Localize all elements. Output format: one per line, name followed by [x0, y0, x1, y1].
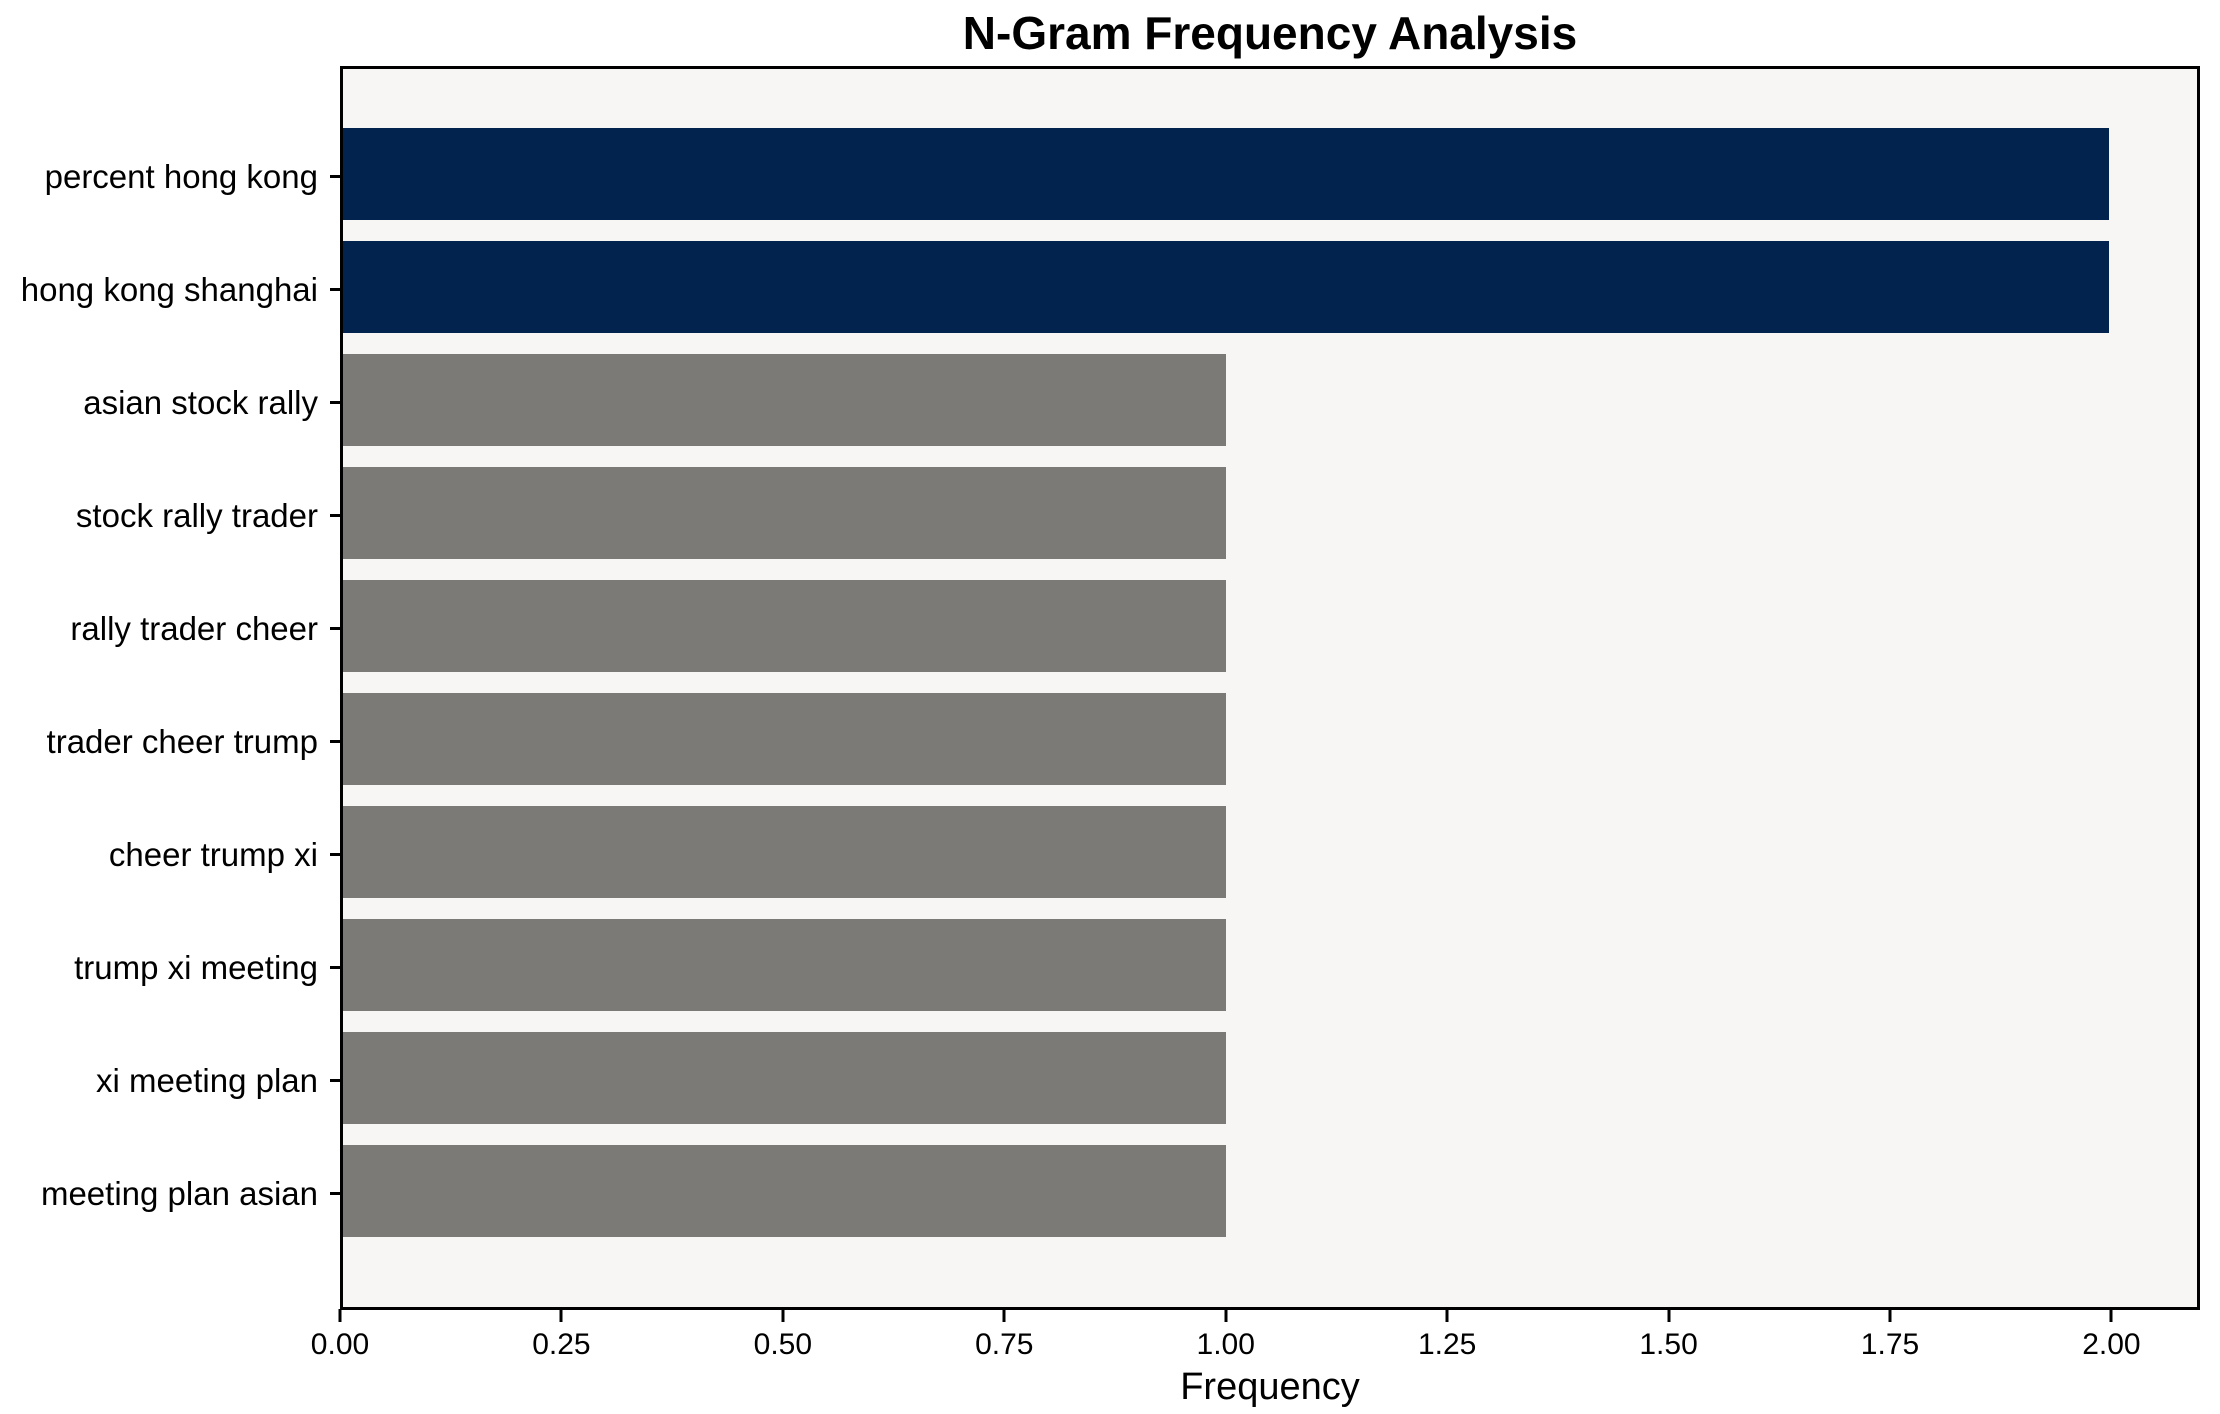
- ytick-label: meeting plan asian: [40, 1174, 318, 1212]
- bar-row: [343, 1134, 2197, 1247]
- x-axis-tick-labels: 0.00 0.25 0.50 0.75 1.00 1.25 1.50 1.75 2.00: [311, 1328, 2200, 1368]
- xtick-label: 0.75: [975, 1328, 1034, 1361]
- x-axis-label: Frequency: [1180, 1366, 1360, 1408]
- xtick-mark: [1224, 1309, 1228, 1322]
- ytick-label: stock rally trader: [75, 496, 318, 534]
- ytick-label: cheer trump xi: [108, 835, 318, 873]
- xtick-mark: [781, 1309, 785, 1322]
- bar: [343, 1031, 1226, 1124]
- bar-row: [343, 1021, 2197, 1134]
- bar: [343, 579, 1226, 672]
- xtick-mark: [1445, 1309, 1449, 1322]
- ytick-label: asian stock rally: [83, 383, 318, 421]
- xtick-mark: [559, 1309, 563, 1322]
- ytick-mark: [330, 853, 340, 856]
- bar: [343, 1144, 1226, 1237]
- y-axis-tick-labels: percent hong kong hong kong shanghai asian…: [0, 69, 318, 1313]
- y-axis-tick-marks: [330, 69, 340, 1313]
- plot-area: [340, 66, 2200, 1310]
- bar: [343, 918, 1226, 1011]
- x-axis-tick-marks: [338, 1309, 2200, 1322]
- bar: [343, 127, 2109, 220]
- ytick-mark: [330, 1079, 340, 1082]
- xtick-label: 0.25: [532, 1328, 591, 1361]
- ytick-mark: [330, 401, 340, 404]
- xtick-label: 2.00: [2082, 1328, 2141, 1361]
- ytick-mark: [330, 627, 340, 630]
- bar: [343, 805, 1226, 898]
- xtick-mark: [338, 1309, 342, 1322]
- xtick-label: 1.25: [1417, 1328, 1477, 1361]
- xtick-mark: [1888, 1309, 1892, 1322]
- ytick-mark: [330, 740, 340, 743]
- bar-row: [343, 117, 2197, 230]
- xtick-label: 1.50: [1639, 1328, 1698, 1361]
- bar-row: [343, 682, 2197, 795]
- ytick-mark: [330, 175, 340, 178]
- xtick-mark: [2109, 1309, 2113, 1322]
- xtick-label: 0.00: [310, 1328, 370, 1361]
- xtick-mark: [1002, 1309, 1006, 1322]
- xtick-label: 1.75: [1860, 1328, 1920, 1361]
- bar-row: [343, 795, 2197, 908]
- xtick-label: 1.00: [1196, 1328, 1255, 1361]
- ytick-label: xi meeting plan: [96, 1061, 318, 1099]
- ytick-mark: [330, 288, 340, 291]
- xtick-label: 0.50: [753, 1328, 813, 1361]
- ytick-mark: [330, 966, 340, 969]
- bar-row: [343, 569, 2197, 682]
- bar-row: [343, 908, 2197, 1021]
- ytick-label: percent hong kong: [44, 157, 318, 195]
- ytick-label: trump xi meeting: [74, 948, 318, 986]
- bar: [343, 240, 2109, 333]
- chart-title: N-Gram Frequency Analysis: [962, 7, 1578, 59]
- bar: [343, 353, 1226, 446]
- xtick-mark: [1667, 1309, 1671, 1322]
- bars-container: [343, 117, 2197, 1247]
- ytick-mark: [330, 514, 340, 517]
- bar-row: [343, 343, 2197, 456]
- ytick-label: rally trader cheer: [70, 609, 318, 647]
- bar: [343, 692, 1226, 785]
- ytick-mark: [330, 1192, 340, 1195]
- bar-row: [343, 456, 2197, 569]
- bar-row: [343, 230, 2197, 343]
- bar: [343, 466, 1226, 559]
- ytick-label: hong kong shanghai: [20, 270, 318, 308]
- ytick-label: trader cheer trump: [46, 722, 318, 760]
